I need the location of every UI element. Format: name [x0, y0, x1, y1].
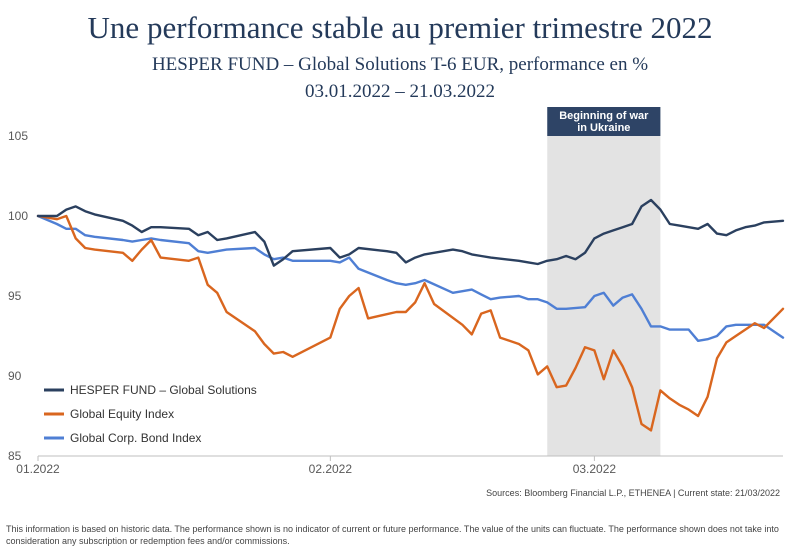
chart-date-range: 03.01.2022 – 21.03.2022 [305, 81, 495, 102]
war-label-line-1: Beginning of war [559, 110, 649, 122]
y-tick-label: 105 [8, 129, 28, 143]
y-tick-label: 85 [8, 449, 22, 463]
war-shaded-band [547, 136, 661, 456]
y-tick-label: 95 [8, 289, 22, 303]
war-label-line-2: in Ukraine [577, 122, 630, 134]
series-line-hesper-fund [36, 198, 785, 267]
disclaimer-text: This information is based on historic da… [6, 524, 779, 546]
chart-subtitle: HESPER FUND – Global Solutions T-6 EUR, … [151, 54, 649, 75]
legend-label: HESPER FUND – Global Solutions [70, 383, 257, 397]
series-line-global-equity [36, 214, 785, 432]
chart-title: Une performance stable au premier trimes… [87, 10, 713, 45]
legend-label: Global Corp. Bond Index [70, 431, 201, 445]
source-note: Sources: Bloomberg Financial L.P., ETHEN… [486, 488, 780, 498]
legend-label: Global Equity Index [70, 407, 174, 421]
y-tick-label: 100 [8, 209, 28, 223]
legend-background [40, 376, 266, 454]
x-tick-label: 02.2022 [309, 462, 353, 476]
series-line-global-corp-bond [36, 214, 785, 342]
x-tick-label: 01.2022 [16, 462, 60, 476]
war-label-box [547, 107, 661, 136]
y-tick-label: 90 [8, 369, 22, 383]
x-tick-label: 03.2022 [573, 462, 617, 476]
